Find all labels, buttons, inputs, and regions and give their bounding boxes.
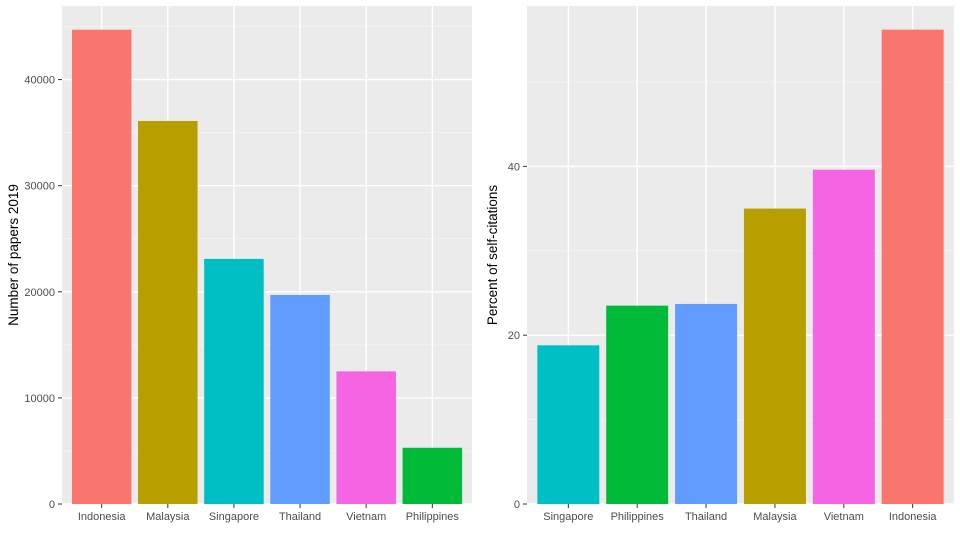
bar-thailand <box>675 303 738 504</box>
x-tick-label: Thailand <box>685 511 727 523</box>
y-tick-label: 20000 <box>24 287 55 299</box>
bar-malaysia <box>138 120 198 505</box>
x-tick-label: Malaysia <box>146 511 190 523</box>
x-tick-label: Singapore <box>543 511 593 523</box>
bar-philippines <box>402 447 463 504</box>
y-tick-label: 0 <box>49 499 55 511</box>
x-tick-label: Malaysia <box>753 511 797 523</box>
x-tick-label: Vietnam <box>824 511 864 523</box>
y-tick-label: 30000 <box>24 181 55 193</box>
y-axis-title: Number of papers 2019 <box>6 184 21 326</box>
x-tick-label: Thailand <box>279 511 321 523</box>
bar-indonesia <box>881 29 944 504</box>
x-tick-label: Indonesia <box>78 511 127 523</box>
y-tick-label: 10000 <box>24 393 55 405</box>
bar-vietnam <box>336 371 396 504</box>
bar-vietnam <box>812 169 875 504</box>
bar-singapore <box>537 345 600 504</box>
bar-philippines <box>606 305 669 504</box>
chart-panel-papers: 0 10000 20000 30000 40000 Indonesia Malaysia Si… <box>6 6 472 523</box>
bar-thailand <box>270 294 330 504</box>
y-tick-label: 20 <box>508 330 520 342</box>
bar-singapore <box>204 258 264 504</box>
x-tick-label: Philippines <box>611 511 665 523</box>
x-tick-label: Indonesia <box>889 511 938 523</box>
bar-indonesia <box>71 29 132 504</box>
y-tick-label: 0 <box>514 499 520 511</box>
x-tick-label: Vietnam <box>346 511 386 523</box>
x-tick-label: Philippines <box>406 511 460 523</box>
y-tick-label: 40000 <box>24 75 55 87</box>
y-axis-title: Percent of self-citations <box>485 185 500 326</box>
y-tick-label: 40 <box>508 161 520 173</box>
bar-malaysia <box>743 208 806 504</box>
chart-panel-self-citations: 0 20 40 Singapore Philippines Thailand Malaysi… <box>485 6 954 523</box>
x-tick-label: Singapore <box>209 511 259 523</box>
